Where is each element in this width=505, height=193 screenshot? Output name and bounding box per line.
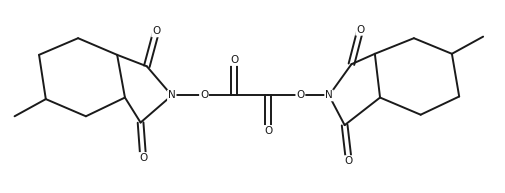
Text: N: N: [168, 91, 176, 101]
Text: O: O: [264, 126, 272, 136]
Text: O: O: [345, 156, 353, 166]
Text: N: N: [325, 91, 333, 101]
Text: O: O: [200, 91, 208, 101]
Text: O: O: [356, 25, 365, 35]
Text: O: O: [230, 55, 238, 65]
Text: O: O: [152, 26, 160, 36]
Text: O: O: [296, 91, 305, 101]
Text: O: O: [139, 153, 147, 163]
